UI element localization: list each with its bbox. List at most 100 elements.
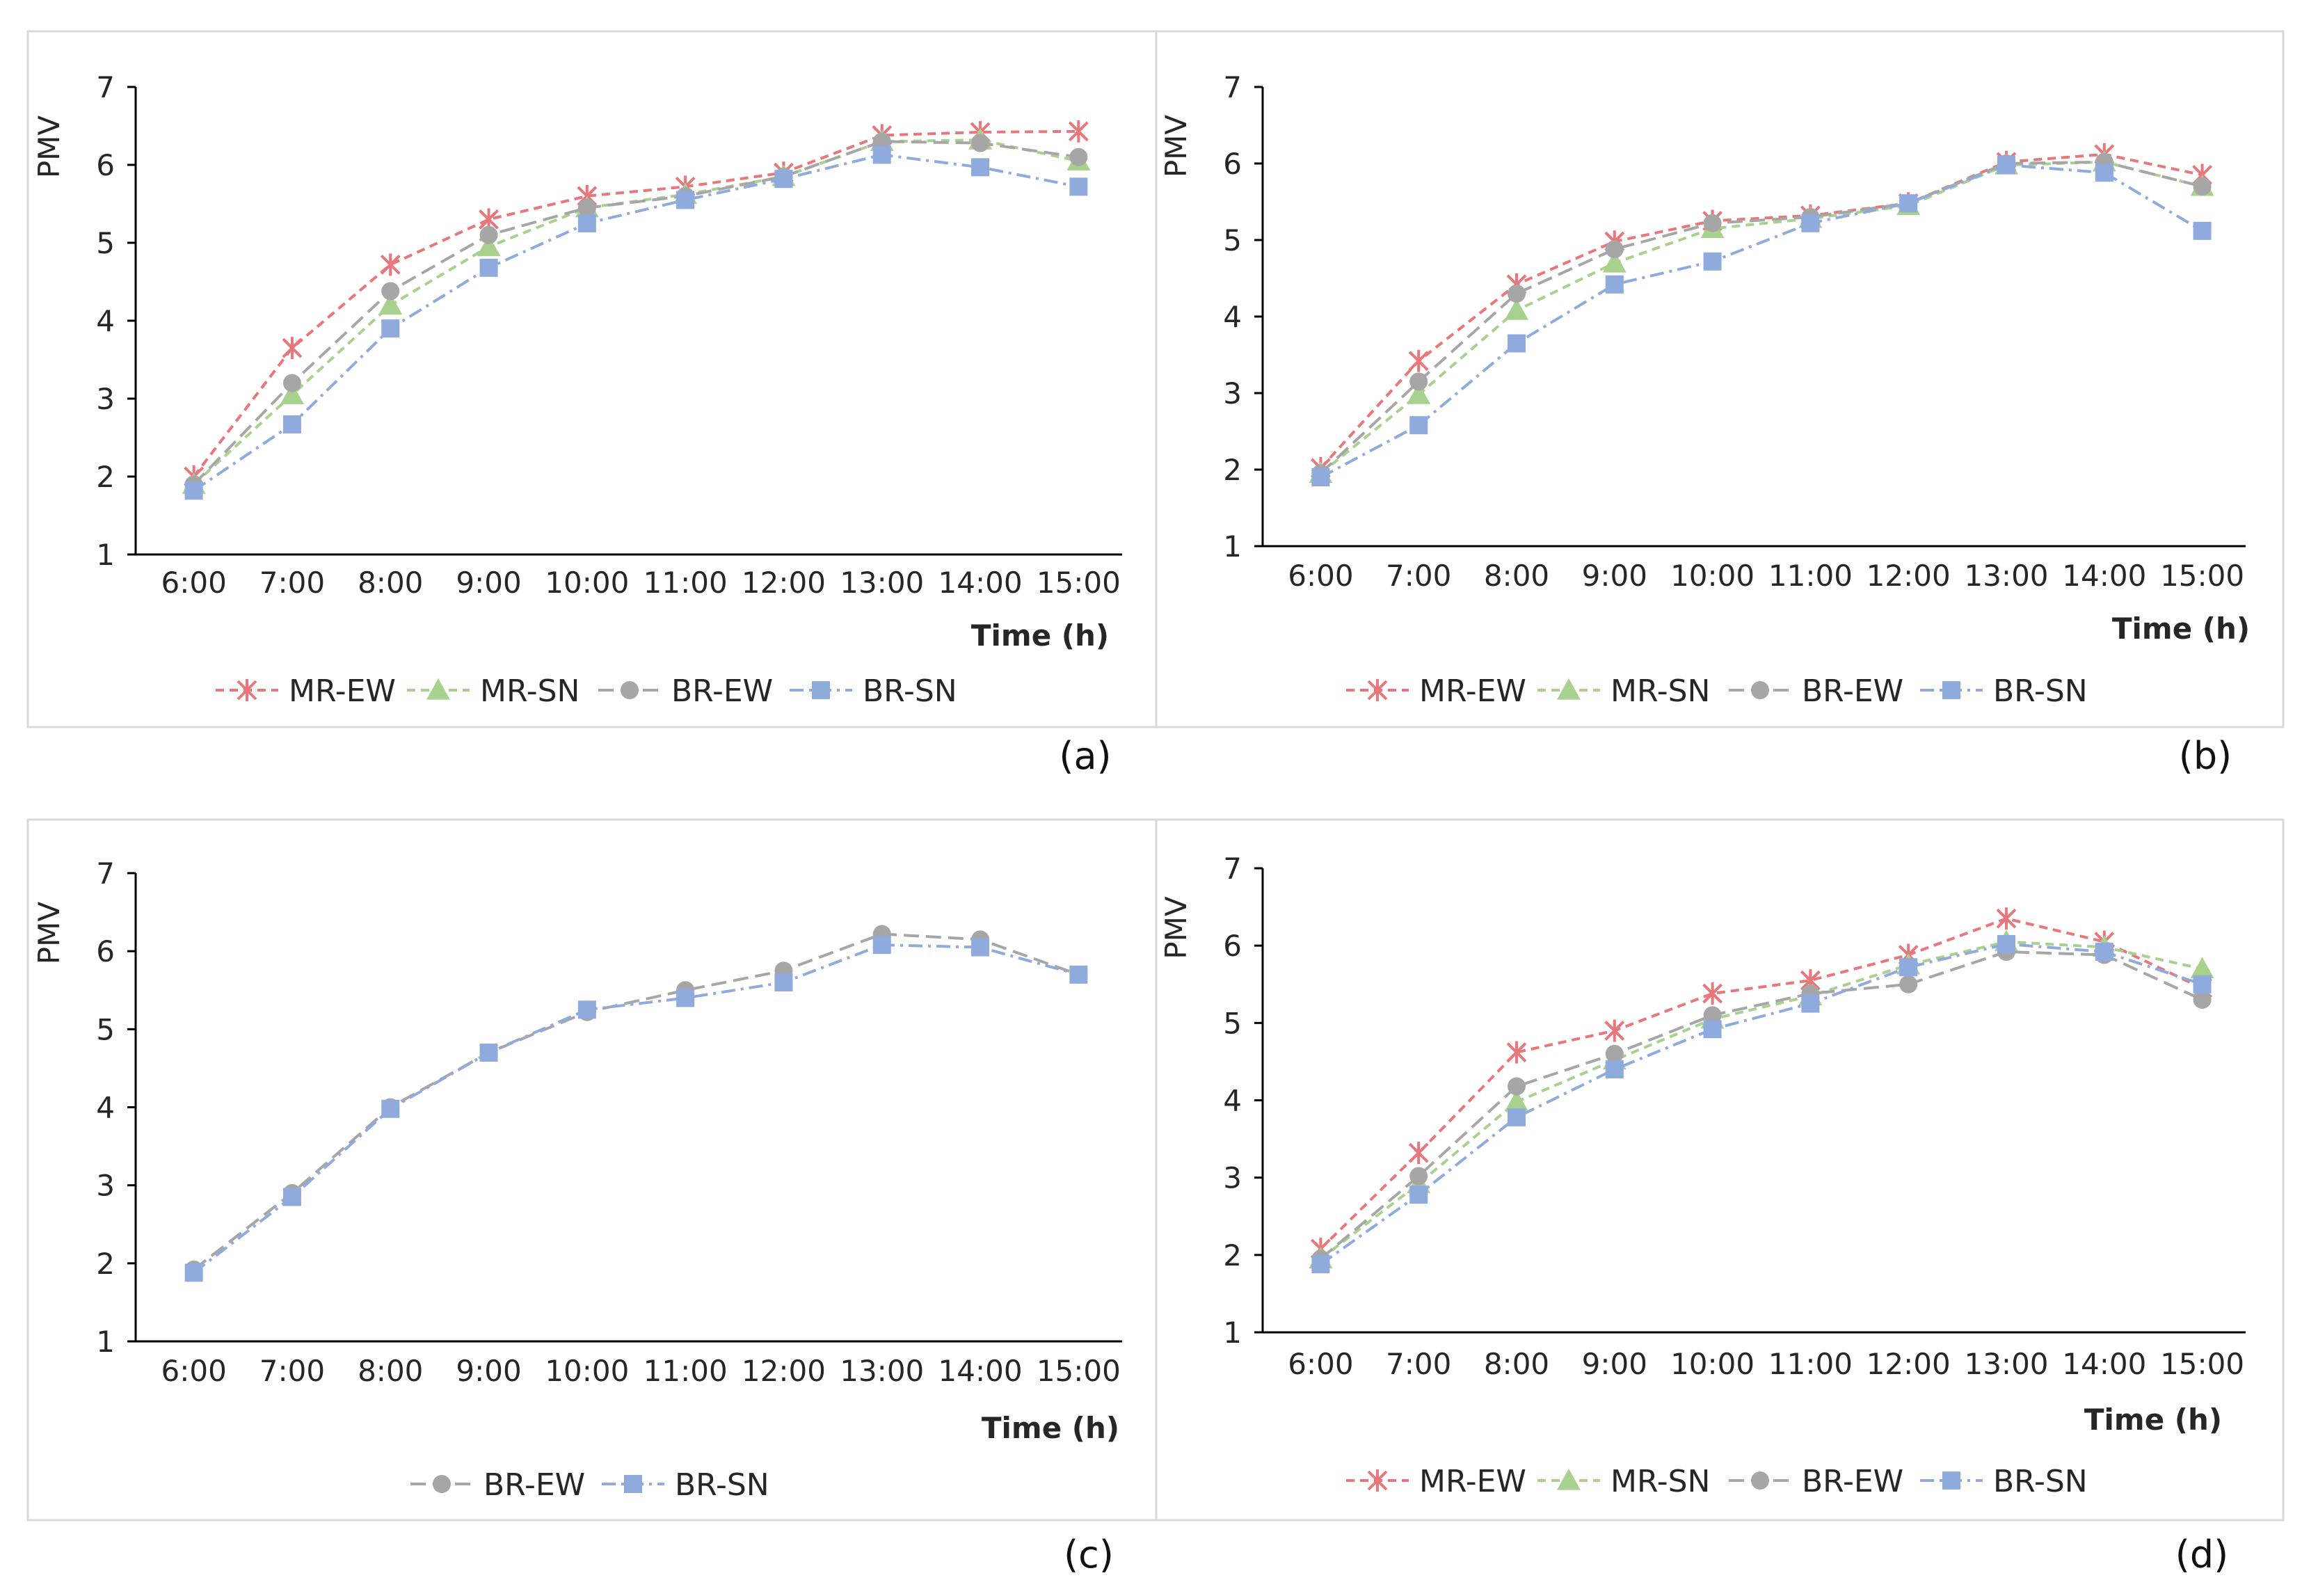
y-tick-label: 5	[96, 226, 115, 260]
y-tick-label: 1	[1223, 529, 1242, 564]
series-mr-sn	[1309, 929, 2214, 1268]
y-tick-label: 3	[96, 382, 115, 416]
x-tick-label: 12:00	[742, 1354, 826, 1388]
series-line	[1320, 940, 2203, 1260]
x-tick-label: 9:00	[1582, 559, 1647, 593]
series-mr-ew	[184, 120, 1089, 488]
x-tick-label: 15:00	[2160, 559, 2244, 593]
y-tick-label: 2	[1223, 1238, 1242, 1272]
data-point	[1069, 147, 1088, 166]
data-point	[381, 1099, 400, 1118]
data-point	[1408, 349, 1429, 372]
series-br-ew	[1311, 943, 2212, 1268]
x-axis-label: Time (h)	[2112, 612, 2250, 646]
chart-panel-d: 1 2 3 4 5 6 7 6:00 7:00 8:00 9:00 10:00 11:00 12:00 13…	[1159, 852, 2246, 1577]
y-tick-label: 6	[1223, 147, 1242, 181]
series-br-ew	[184, 132, 1088, 494]
data-point	[1409, 416, 1428, 435]
legend: BR-EW BR-SN	[410, 1467, 769, 1503]
legend-swatch-marker	[624, 1475, 642, 1493]
data-point	[1899, 194, 1918, 213]
y-axis-label: PMV	[1159, 896, 1193, 959]
data-point	[1703, 214, 1722, 232]
legend-item-br-ew: BR-EW	[1729, 1464, 1903, 1499]
data-point	[1605, 240, 1624, 259]
data-point	[1068, 120, 1089, 143]
series-line	[1320, 163, 2203, 479]
legend-label: BR-SN	[1993, 673, 2088, 709]
x-tick-label: 13:00	[1964, 559, 2048, 593]
legend-label: BR-EW	[1802, 673, 1903, 709]
legend-label: MR-EW	[1419, 1464, 1526, 1499]
series-line	[1320, 917, 2203, 1250]
x-tick-label: 14:00	[2062, 559, 2146, 593]
y-tick-label: 1	[96, 538, 115, 572]
data-point	[1408, 1142, 1429, 1165]
chart-panel-b: 1 2 3 4 5 6 7 6:00 7:00 8:00 9:00 10:00 11:00 12:00 13…	[1159, 70, 2250, 778]
x-tick-label: 10:00	[545, 1354, 629, 1388]
series-br-ew	[184, 925, 1088, 1279]
y-tick-label: 1	[1223, 1316, 1242, 1350]
x-tick-label: 12:00	[742, 566, 826, 600]
series-mr-sn	[182, 128, 1091, 494]
x-tick-label: 13:00	[840, 1354, 924, 1388]
legend: MR-EW MR-SN BR-EW BR-SN	[216, 673, 957, 709]
data-point	[872, 936, 891, 955]
x-tick-label: 9:00	[456, 566, 521, 600]
data-point	[676, 989, 695, 1007]
data-point	[184, 1263, 203, 1282]
data-point	[1602, 251, 1626, 273]
data-point	[577, 214, 596, 232]
y-tick-label: 4	[1223, 1084, 1242, 1118]
data-point	[1996, 907, 2017, 930]
series-br-sn	[184, 145, 1088, 500]
data-point	[280, 383, 304, 404]
y-tick-label: 1	[96, 1325, 115, 1359]
data-point	[1508, 285, 1526, 303]
x-tick-label: 15:00	[1037, 1354, 1121, 1388]
data-point	[282, 415, 301, 433]
series-line	[1320, 950, 2203, 1260]
x-tick-label: 7:00	[259, 566, 325, 600]
y-tick-label: 3	[96, 1169, 115, 1203]
y-tick-label: 6	[96, 148, 115, 182]
chart-panel-c: 1 2 3 4 5 6 7 6:00 7:00 8:00 9:00 10:00 11:00 12:00 13…	[32, 856, 1122, 1577]
x-tick-label: 6:00	[161, 566, 226, 600]
legend-item-br-ew: BR-EW	[410, 1467, 585, 1503]
data-point	[577, 1000, 596, 1019]
series-br-sn	[184, 936, 1088, 1282]
x-axis-label: Time (h)	[2084, 1403, 2222, 1437]
legend-item-mr-ew: MR-EW	[1346, 673, 1526, 709]
x-tick-label: 10:00	[1670, 1347, 1755, 1381]
data-point	[872, 145, 891, 164]
legend-swatch-marker	[426, 678, 450, 700]
x-tick-label: 7:00	[1386, 559, 1451, 593]
series-br-sn	[1311, 156, 2212, 486]
data-point	[676, 191, 695, 209]
data-point	[2193, 990, 2212, 1009]
data-point	[1407, 383, 1431, 404]
data-point	[1506, 1041, 1527, 1064]
series-line	[1320, 160, 2203, 475]
legend-label: MR-SN	[1610, 1464, 1710, 1499]
x-tick-label: 8:00	[358, 566, 423, 600]
panel-label: (d)	[2175, 1533, 2228, 1577]
data-point	[1997, 156, 2015, 175]
data-point	[1409, 1186, 1428, 1204]
series-br-sn	[1311, 934, 2212, 1274]
y-tick-label: 7	[1223, 852, 1242, 886]
series-line	[193, 932, 1080, 1271]
series-mr-ew	[1310, 907, 2213, 1260]
data-point	[184, 481, 203, 500]
data-point	[1899, 975, 1918, 993]
legend-swatch-marker	[1942, 1471, 1960, 1490]
x-tick-label: 12:00	[1867, 1347, 1951, 1381]
y-axis-label: PMV	[1159, 115, 1193, 178]
data-point	[1505, 298, 1528, 320]
legend-label: MR-SN	[1610, 673, 1710, 709]
data-point	[1605, 1044, 1624, 1063]
x-tick-label: 13:00	[840, 566, 924, 600]
data-point	[2193, 975, 2212, 993]
y-tick-label: 3	[1223, 376, 1242, 410]
